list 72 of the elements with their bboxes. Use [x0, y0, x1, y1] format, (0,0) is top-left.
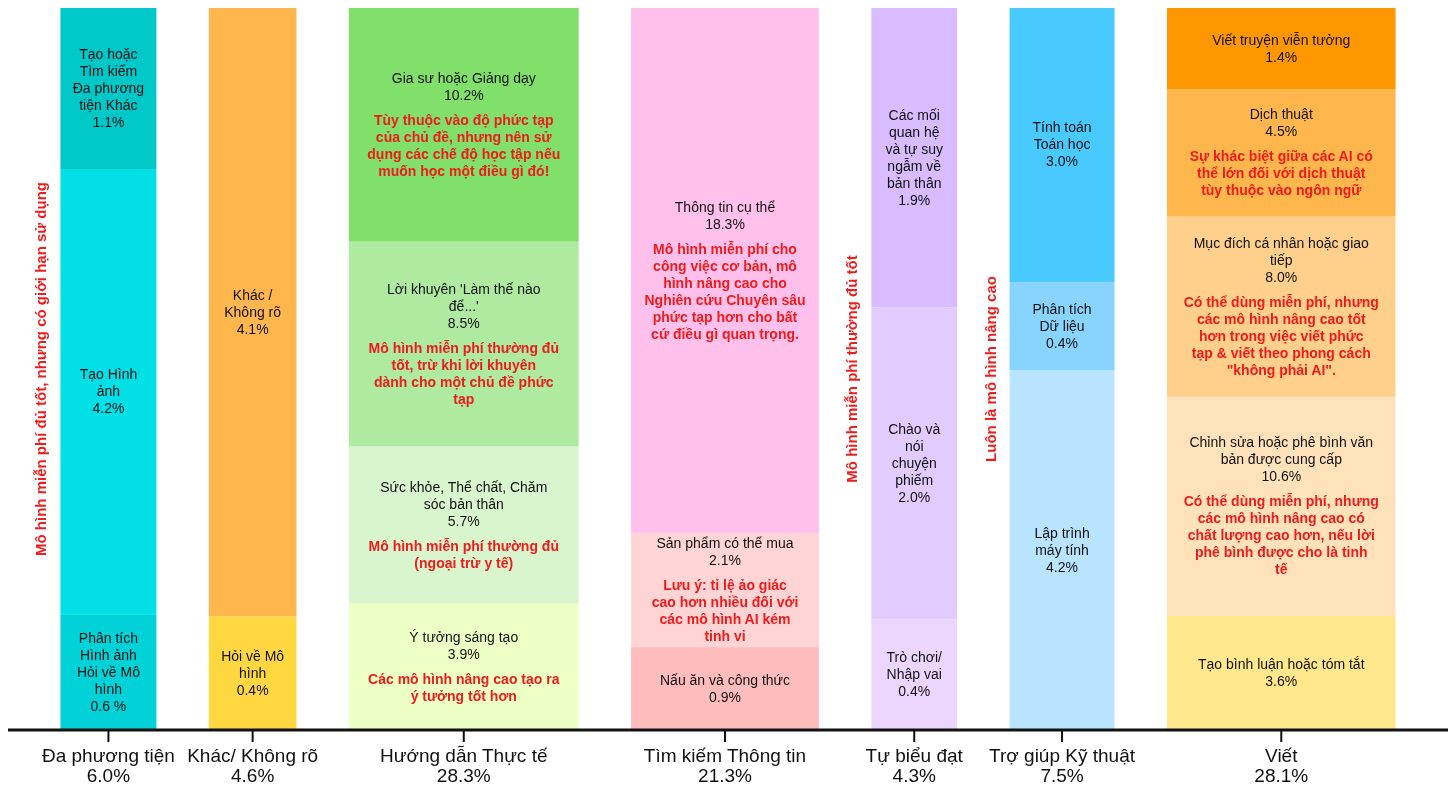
text: Lưu ý: tỉ lệ ảo giác cao hơn nhiều đối với các mô hình AI kém tinh vi — [651, 577, 799, 645]
data-label: 4.3% — [892, 765, 936, 786]
series-label: Sức khỏe, Thể chất, Chăm sóc bản thân — [380, 478, 548, 512]
text: Mô hình miễn phí thường đủ tốt, trừ khi lời khuyên dành cho một chủ đề phức tạp — [368, 339, 559, 407]
category-label: Tự biểu đạt — [865, 745, 964, 766]
text: Các mô hình nâng cao tạo ra ý tưởng tốt hơn — [368, 670, 560, 704]
series-label: Sản phẩm có thể mua — [656, 535, 794, 552]
series-label: Tạo hoặc Tìm kiếm Đa phương tiện Khác — [72, 46, 145, 114]
series-label: Mục đích cá nhân hoặc giao tiếp — [1193, 234, 1370, 268]
data-label: 1.1% — [92, 114, 125, 131]
data-label: 0.6 % — [90, 697, 127, 714]
series-label: Thông tin cụ thể — [674, 198, 776, 215]
data-label: 4.6% — [230, 765, 275, 786]
data-label: 3.9% — [447, 645, 480, 662]
data-label: 28.3% — [436, 765, 491, 786]
data-label: 4.1% — [236, 320, 269, 337]
data-label: 28.1% — [1254, 765, 1309, 786]
data-label: 3.6% — [1265, 672, 1298, 689]
series-label: Dịch thuật — [1249, 106, 1313, 123]
series-label: Lời khuyên 'Làm thế nào để...' — [387, 280, 541, 314]
data-label: 10.2% — [443, 86, 484, 103]
series-label: Khác / Không rõ — [224, 286, 282, 320]
series-label: Viết truyện viễn tưởng — [1212, 31, 1351, 48]
data-label: 8.5% — [447, 314, 480, 331]
series-label: Gia sư hoặc Giảng dạy — [391, 69, 536, 86]
text: Sự khác biệt giữa các AI có thể lớn đối với dịch thuật tùy thuộc vào ngôn ngữ — [1189, 148, 1373, 199]
text: Mô hình miễn phí thường đủ tốt — [843, 255, 861, 483]
data-label: 8.0% — [1265, 268, 1298, 285]
text: Mô hình miễn phí cho công việc cơ bản, mô hình nâng cao cho Nghiên cứu Chuyên sâu phức tạp hơn cho bất cứ điều gì quan trọng. — [644, 240, 806, 342]
data-label: 2.0% — [898, 489, 931, 506]
data-label: 3.0% — [1046, 153, 1079, 170]
data-label: 0.4% — [898, 683, 931, 700]
series-label: Các mối quan hệ và tự suy ngẫm về bản thân — [885, 106, 944, 191]
data-label: 2.1% — [709, 552, 741, 569]
series-label: Hỏi về Mô hình — [221, 647, 285, 681]
series-label: Ý tưởng sáng tạo — [409, 628, 519, 645]
data-label: 0.4% — [1046, 334, 1079, 351]
text: Có thể dùng miễn phí, nhưng các mô hình nâng cao tốt hơn trong việc viết phức tạp & viết theo phong cách "không phải AI". — [1183, 293, 1379, 378]
data-label: 4.5% — [1265, 123, 1298, 140]
series-label: Chỉnh sửa hoặc phê bình văn bản được cung cấp — [1189, 434, 1374, 468]
text: Tùy thuộc vào độ phức tạp của chủ đề, nhưng nên sử dụng các chế độ học tập nếu muốn học một điều gì đó! — [367, 111, 561, 179]
series-label: Phân tích Dữ liệu — [1032, 300, 1092, 334]
data-label: 7.5% — [1040, 765, 1084, 786]
series-label: Tính toán Toán học — [1032, 119, 1092, 153]
series-label: Tạo Hình ảnh — [79, 366, 138, 400]
series-label: Lập trình máy tính — [1034, 524, 1090, 558]
data-label: 0.9% — [709, 688, 741, 705]
data-label: 1.9% — [898, 191, 931, 208]
data-label: 0.4% — [236, 681, 269, 698]
series-label: Trò chơi/ Nhập vai — [886, 649, 942, 683]
series-label: Tạo bình luận hoặc tóm tắt — [1197, 655, 1365, 672]
text: Mô hình miễn phí đủ tốt, nhưng có giới hạn sử dụng — [32, 181, 50, 557]
data-label: 5.7% — [447, 512, 480, 529]
data-label: 4.2% — [92, 400, 125, 417]
text: Mô hình miễn phí thường đủ (ngoại trừ y tế) — [368, 537, 559, 571]
data-label: 18.3% — [705, 215, 745, 232]
category-label: Trợ giúp Kỹ thuật — [989, 745, 1136, 766]
series-label: Nấu ăn và công thức — [659, 671, 791, 688]
text: Luôn là mô hình nâng cao — [981, 276, 999, 462]
data-label: 4.2% — [1046, 558, 1079, 575]
category-label: Đa phương tiện — [41, 745, 175, 766]
data-label: 10.6% — [1261, 468, 1302, 485]
category-label: Hướng dẫn Thực tế — [380, 745, 548, 766]
data-label: 1.4% — [1265, 48, 1298, 65]
data-label: 21.3% — [698, 765, 753, 786]
category-label: Khác/ Không rõ — [187, 745, 319, 766]
category-label: Viết — [1265, 745, 1299, 766]
series-label: Phân tích Hình ảnh Hỏi về Mô hình — [76, 629, 141, 697]
category-label: Tìm kiếm Thông tin — [643, 745, 807, 766]
data-label: 6.0% — [86, 765, 131, 786]
series-label: Chào và nói chuyện phiếm — [888, 421, 941, 489]
text: Có thể dùng miễn phí, nhưng các mô hình nâng cao có chất lượng cao hơn, nếu lời phê bình được cho là tinh tế — [1183, 493, 1379, 578]
